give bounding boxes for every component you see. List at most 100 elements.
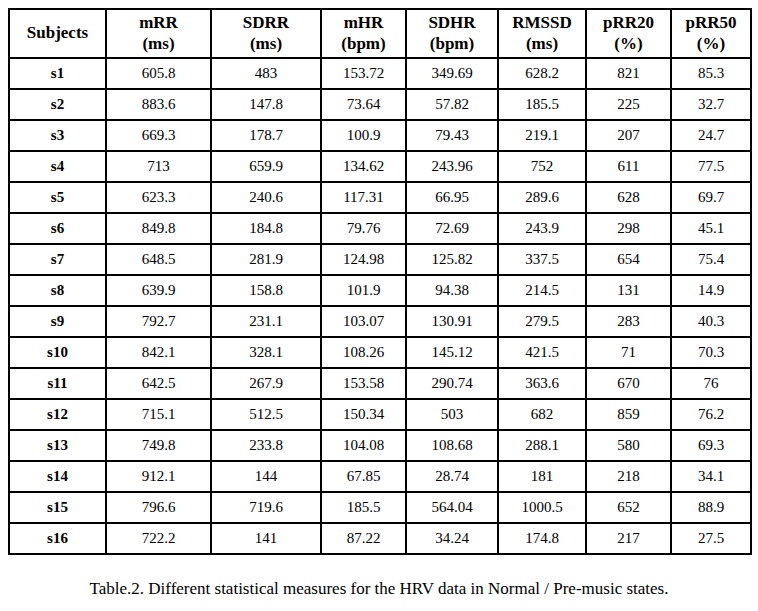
- subject-cell: s14: [9, 461, 106, 492]
- value-cell: 503: [406, 399, 498, 430]
- value-cell: 79.43: [406, 120, 498, 151]
- value-cell: 883.6: [106, 89, 211, 120]
- subject-cell: s1: [9, 58, 106, 89]
- value-cell: 70.3: [671, 337, 751, 368]
- table-row-s14: s14912.114467.8528.7418121834.1: [9, 461, 751, 492]
- value-cell: 32.7: [671, 89, 751, 120]
- value-cell: 24.7: [671, 120, 751, 151]
- column-label: pRR50: [674, 13, 748, 33]
- value-cell: 605.8: [106, 58, 211, 89]
- subject-cell: s10: [9, 337, 106, 368]
- value-cell: 337.5: [498, 244, 586, 275]
- value-cell: 178.7: [211, 120, 321, 151]
- value-cell: 611: [586, 151, 671, 182]
- column-label: mHR: [324, 13, 403, 33]
- subject-cell: s7: [9, 244, 106, 275]
- column-label: mRR: [109, 13, 208, 33]
- table-row-s8: s8639.9158.8101.994.38214.513114.9: [9, 275, 751, 306]
- value-cell: 719.6: [211, 492, 321, 523]
- table-row-s5: s5623.3240.6117.3166.95289.662869.7: [9, 182, 751, 213]
- value-cell: 134.62: [321, 151, 406, 182]
- column-header-mhr: mHR(bpm): [321, 9, 406, 58]
- value-cell: 141: [211, 523, 321, 554]
- value-cell: 279.5: [498, 306, 586, 337]
- value-cell: 184.8: [211, 213, 321, 244]
- value-cell: 483: [211, 58, 321, 89]
- value-cell: 130.91: [406, 306, 498, 337]
- value-cell: 69.7: [671, 182, 751, 213]
- table-row-s2: s2883.6147.873.6457.82185.522532.7: [9, 89, 751, 120]
- table-row-s10: s10842.1328.1108.26145.12421.57170.3: [9, 337, 751, 368]
- column-header-rmssd: RMSSD(ms): [498, 9, 586, 58]
- value-cell: 45.1: [671, 213, 751, 244]
- subject-cell: s6: [9, 213, 106, 244]
- value-cell: 108.68: [406, 430, 498, 461]
- value-cell: 1000.5: [498, 492, 586, 523]
- value-cell: 713: [106, 151, 211, 182]
- table-body: s1605.8483153.72349.69628.282185.3s2883.…: [9, 58, 751, 554]
- value-cell: 214.5: [498, 275, 586, 306]
- value-cell: 225: [586, 89, 671, 120]
- value-cell: 153.72: [321, 58, 406, 89]
- value-cell: 652: [586, 492, 671, 523]
- value-cell: 77.5: [671, 151, 751, 182]
- value-cell: 88.9: [671, 492, 751, 523]
- column-header-sdhr: SDHR(bpm): [406, 9, 498, 58]
- value-cell: 14.9: [671, 275, 751, 306]
- value-cell: 628.2: [498, 58, 586, 89]
- value-cell: 28.74: [406, 461, 498, 492]
- value-cell: 104.08: [321, 430, 406, 461]
- value-cell: 85.3: [671, 58, 751, 89]
- value-cell: 150.34: [321, 399, 406, 430]
- value-cell: 75.4: [671, 244, 751, 275]
- value-cell: 654: [586, 244, 671, 275]
- value-cell: 363.6: [498, 368, 586, 399]
- table-row-s12: s12715.1512.5150.3450368285976.2: [9, 399, 751, 430]
- subject-cell: s13: [9, 430, 106, 461]
- column-unit: (bpm): [324, 34, 403, 54]
- table-row-s6: s6849.8184.879.7672.69243.929845.1: [9, 213, 751, 244]
- table-row-s9: s9792.7231.1103.07130.91279.528340.3: [9, 306, 751, 337]
- subject-cell: s5: [9, 182, 106, 213]
- value-cell: 231.1: [211, 306, 321, 337]
- value-cell: 207: [586, 120, 671, 151]
- value-cell: 185.5: [321, 492, 406, 523]
- value-cell: 796.6: [106, 492, 211, 523]
- table-row-s4: s4713659.9134.62243.9675261177.5: [9, 151, 751, 182]
- subject-cell: s12: [9, 399, 106, 430]
- value-cell: 125.82: [406, 244, 498, 275]
- table-row-s7: s7648.5281.9124.98125.82337.565475.4: [9, 244, 751, 275]
- value-cell: 267.9: [211, 368, 321, 399]
- value-cell: 233.8: [211, 430, 321, 461]
- value-cell: 144: [211, 461, 321, 492]
- value-cell: 34.24: [406, 523, 498, 554]
- hrv-statistics-table: SubjectsmRR(ms)SDRR(ms)mHR(bpm)SDHR(bpm)…: [8, 8, 752, 555]
- value-cell: 859: [586, 399, 671, 430]
- value-cell: 421.5: [498, 337, 586, 368]
- value-cell: 217: [586, 523, 671, 554]
- column-unit: (ms): [109, 34, 208, 54]
- subject-cell: s15: [9, 492, 106, 523]
- column-unit: (ms): [214, 34, 318, 54]
- value-cell: 27.5: [671, 523, 751, 554]
- value-cell: 73.64: [321, 89, 406, 120]
- value-cell: 648.5: [106, 244, 211, 275]
- column-header-mrr: mRR(ms): [106, 9, 211, 58]
- value-cell: 349.69: [406, 58, 498, 89]
- value-cell: 849.8: [106, 213, 211, 244]
- column-label: SDRR: [214, 13, 318, 33]
- table-row-s16: s16722.214187.2234.24174.821727.5: [9, 523, 751, 554]
- value-cell: 240.6: [211, 182, 321, 213]
- value-cell: 243.96: [406, 151, 498, 182]
- value-cell: 639.9: [106, 275, 211, 306]
- value-cell: 147.8: [211, 89, 321, 120]
- value-cell: 715.1: [106, 399, 211, 430]
- value-cell: 72.69: [406, 213, 498, 244]
- value-cell: 100.9: [321, 120, 406, 151]
- column-label: RMSSD: [501, 13, 583, 33]
- table-header-row: SubjectsmRR(ms)SDRR(ms)mHR(bpm)SDHR(bpm)…: [9, 9, 751, 58]
- value-cell: 628: [586, 182, 671, 213]
- value-cell: 821: [586, 58, 671, 89]
- column-header-prr50: pRR50(%): [671, 9, 751, 58]
- table-caption: Table.2. Different statistical measures …: [8, 579, 750, 599]
